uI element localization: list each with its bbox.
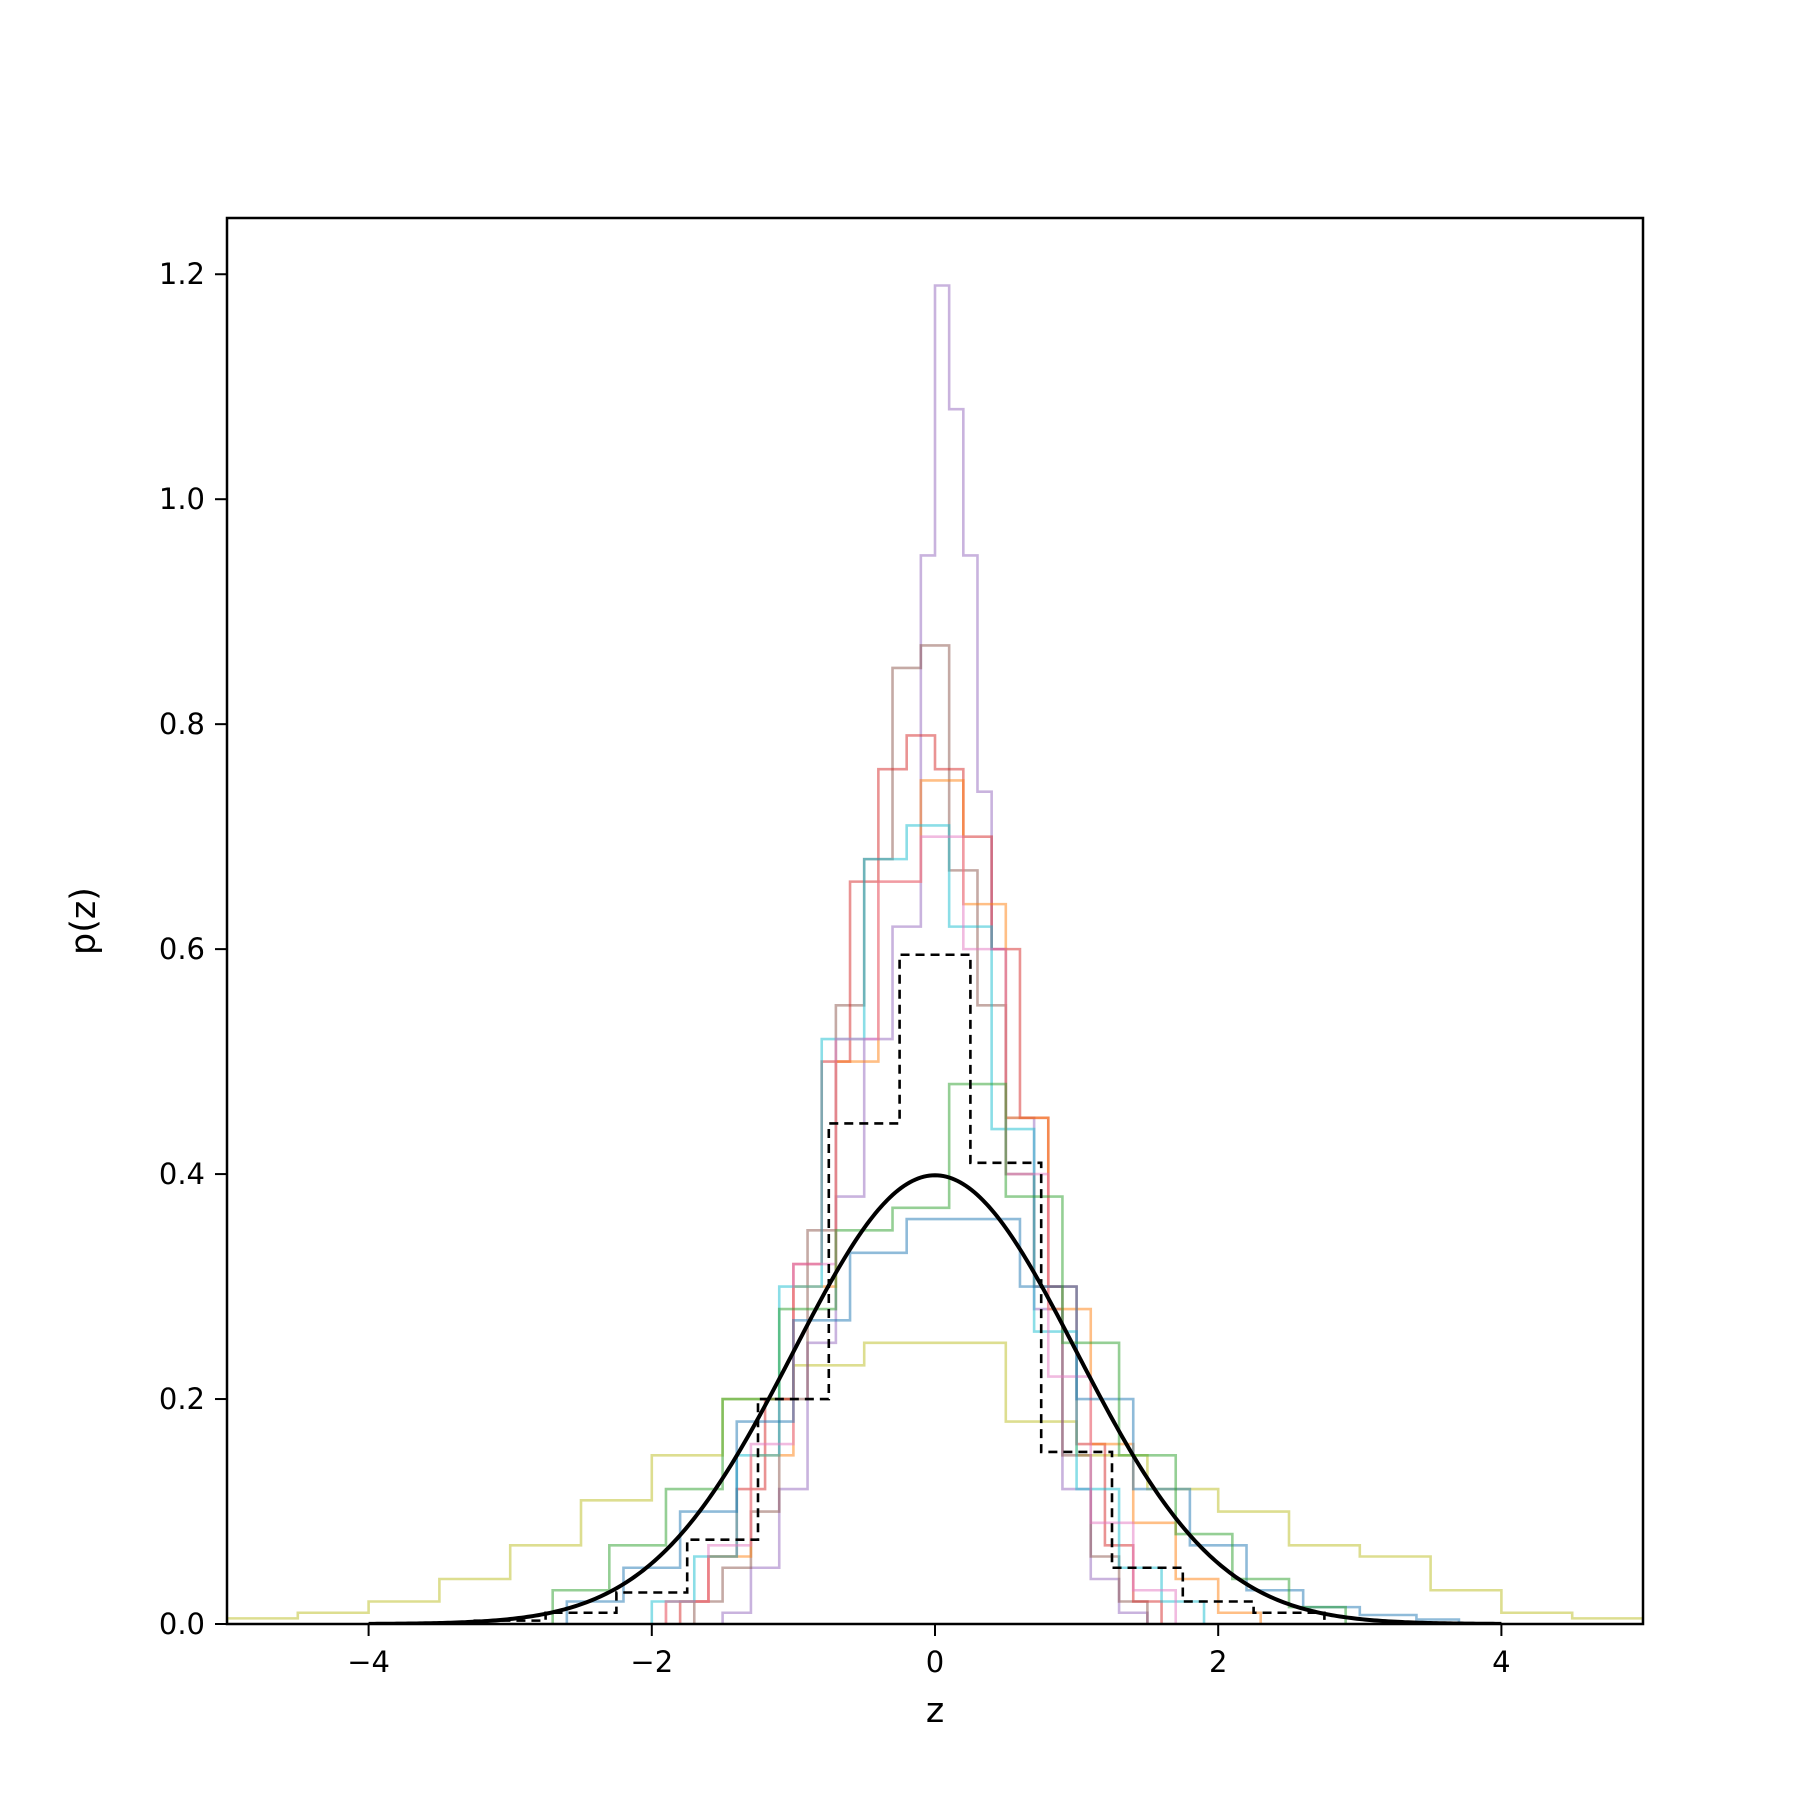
histogram-step-series-8: [551, 1082, 1347, 1624]
normal-pdf-curve: [368, 1173, 1502, 1624]
y-axis-label: p(z): [64, 887, 104, 955]
y-tick-label: 0.0: [159, 1607, 205, 1641]
histogram-step-dashed: [473, 953, 1326, 1624]
y-tick-label: 0.6: [159, 932, 205, 966]
histogram-step-series-0: [227, 1341, 1643, 1624]
x-tick-label: −4: [347, 1645, 390, 1679]
x-tick-label: 4: [1492, 1645, 1510, 1679]
x-tick-label: −2: [630, 1645, 673, 1679]
y-tick-label: 1.2: [159, 257, 205, 291]
histogram-step-series-6: [664, 835, 1178, 1624]
x-tick-label: 2: [1209, 1645, 1227, 1679]
y-tick-label: 0.4: [159, 1157, 205, 1191]
y-tick-label: 0.8: [159, 707, 205, 741]
x-axis-ticks: −4 −2 0 2 4: [347, 1624, 1511, 1679]
y-axis-ticks: 0.0 0.2 0.4 0.6 0.8 1.0 1.2: [159, 257, 227, 1641]
y-tick-label: 0.2: [159, 1382, 205, 1416]
plot-marks: [227, 284, 1643, 1624]
y-tick-label: 1.0: [159, 482, 205, 516]
histogram-step-series-1: [721, 284, 1149, 1624]
histogram-step-series-3: [678, 734, 1163, 1624]
x-tick-label: 0: [926, 1645, 944, 1679]
x-axis-label: z: [926, 1691, 944, 1731]
